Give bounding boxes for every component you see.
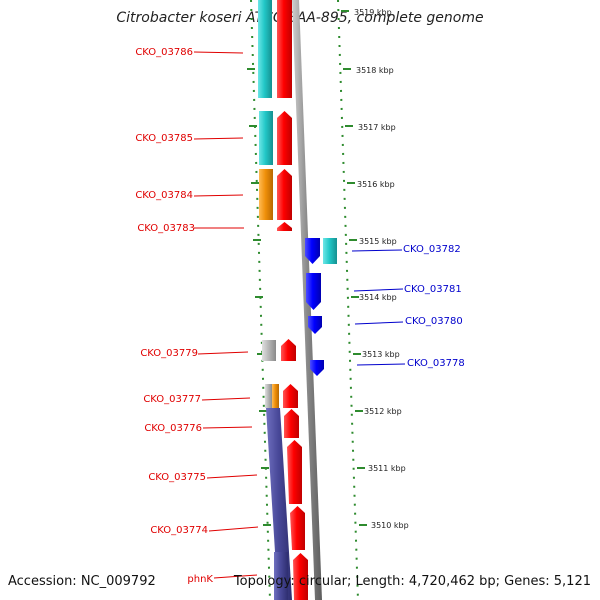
scale-label: 3515 kbp bbox=[359, 237, 397, 246]
cds-arrow-reverse bbox=[306, 273, 321, 310]
scale-ticks bbox=[247, 10, 367, 526]
scale-label: 3513 kbp bbox=[362, 350, 400, 359]
cog-bar-cyan bbox=[259, 111, 273, 165]
scale-label: 3516 kbp bbox=[357, 180, 395, 189]
cds-arrow-forward bbox=[277, 0, 292, 98]
cds-arrow-forward bbox=[277, 169, 292, 220]
gene-label[interactable]: CKO_03782 bbox=[403, 244, 461, 255]
gene-label[interactable]: CKO_03779 bbox=[140, 348, 198, 359]
gene-label[interactable]: CKO_03775 bbox=[148, 472, 206, 483]
gene-label[interactable]: CKO_03780 bbox=[405, 316, 463, 327]
gene-label[interactable]: CKO_03785 bbox=[135, 133, 193, 144]
accession-text: Accession: NC_009792 bbox=[8, 574, 156, 589]
cog-bar-gray bbox=[265, 384, 272, 408]
cog-bar-purple bbox=[274, 552, 288, 600]
left-dotted-ring bbox=[250, 0, 271, 600]
cds-arrow-forward bbox=[290, 506, 305, 550]
scale-label: 3517 kbp bbox=[358, 123, 396, 132]
scale-label: 3514 kbp bbox=[359, 293, 397, 302]
gene-label[interactable]: CKO_03776 bbox=[144, 423, 202, 434]
gene-label[interactable]: CKO_03777 bbox=[143, 394, 201, 405]
gene-label[interactable]: CKO_03778 bbox=[407, 358, 465, 369]
gene-label[interactable]: phnK bbox=[187, 574, 213, 585]
cds-arrow-forward bbox=[281, 339, 296, 361]
gene-label[interactable]: CKO_03781 bbox=[404, 284, 462, 295]
cds-track-forward bbox=[277, 0, 308, 600]
cds-track-reverse bbox=[305, 238, 337, 376]
right-leaders bbox=[351, 249, 406, 366]
scale-label: 3512 kbp bbox=[364, 407, 402, 416]
cds-arrow-forward bbox=[277, 222, 292, 231]
topology-text: Topology: circular; Length: 4,720,462 bp… bbox=[233, 574, 591, 589]
cog-bar-orange bbox=[272, 384, 279, 408]
map-title: Citrobacter koseri ATCC BAA-895, complet… bbox=[116, 10, 484, 26]
scale-label: 3519 kbp bbox=[354, 8, 392, 17]
cog-bar-orange bbox=[259, 169, 273, 220]
cds-arrow-reverse bbox=[308, 316, 322, 334]
gene-label[interactable]: CKO_03783 bbox=[137, 223, 195, 234]
scale-label: 3510 kbp bbox=[371, 521, 409, 530]
left-leaders bbox=[193, 51, 259, 579]
scale-label: 3518 kbp bbox=[356, 66, 394, 75]
cds-arrow-forward bbox=[287, 440, 302, 504]
gene-label[interactable]: CKO_03774 bbox=[150, 525, 208, 536]
cds-arrow-reverse bbox=[305, 238, 320, 264]
cog-bar-gray bbox=[262, 340, 276, 361]
cds-arrow-forward bbox=[283, 384, 298, 408]
right-dotted-ring bbox=[337, 0, 359, 600]
cog-track-left bbox=[258, 0, 292, 600]
cog-bar-cyan bbox=[323, 238, 337, 264]
gene-label[interactable]: CKO_03786 bbox=[135, 47, 193, 58]
cds-arrow-reverse bbox=[310, 360, 324, 376]
cds-arrow-forward bbox=[277, 111, 292, 165]
cds-arrow-forward bbox=[293, 553, 308, 600]
cds-arrow-forward bbox=[284, 409, 299, 438]
gene-label[interactable]: CKO_03784 bbox=[135, 190, 193, 201]
cog-bar-cyan bbox=[258, 0, 272, 98]
scale-label: 3511 kbp bbox=[368, 464, 406, 473]
